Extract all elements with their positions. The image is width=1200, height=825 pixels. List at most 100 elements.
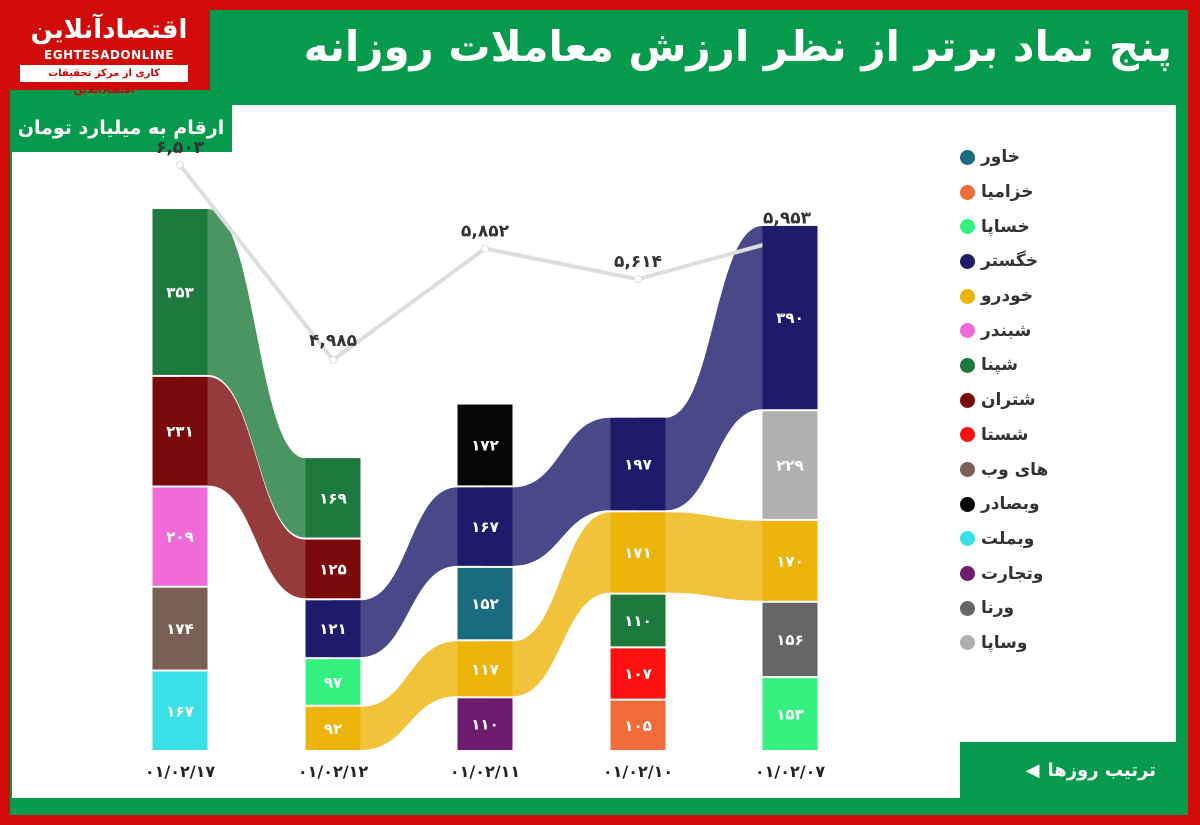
bar-value-label: ۱۷۱ <box>624 544 651 562</box>
bar-segment <box>305 458 361 538</box>
bar-segment <box>305 706 361 750</box>
bar-segment <box>610 648 666 699</box>
bar-value-label: ۱۵۶ <box>776 631 803 649</box>
bar-value-label: ۱۲۱ <box>319 620 346 638</box>
bar-segment <box>152 487 208 586</box>
legend-label: خگستر <box>981 251 1038 272</box>
legend-label: خساپا <box>981 216 1030 237</box>
flow-band <box>332 487 458 658</box>
bar-segment <box>152 376 208 486</box>
bar-value-label: ۹۷ <box>324 673 342 691</box>
order-note-label: ترتیب روزها <box>1047 759 1156 781</box>
date-label: ۰۱/۰۲/۰۷ <box>755 762 826 781</box>
bar-value-label: ۱۰۷ <box>624 665 651 683</box>
bar-segment <box>457 567 513 640</box>
bar-value-label: ۱۷۲ <box>471 436 498 454</box>
legend-item: های وب <box>960 452 1080 487</box>
legend-dot-icon <box>960 462 975 478</box>
legend-item: خگستر <box>960 244 1080 279</box>
legend-dot-icon <box>960 566 975 582</box>
flow-band <box>484 512 611 697</box>
legend-item: وبصادر <box>960 487 1080 522</box>
legend-label: خودرو <box>981 286 1033 307</box>
total-point <box>176 160 184 169</box>
total-value-label: ۵,۸۵۲ <box>461 222 510 242</box>
legend-item: شستا <box>960 418 1080 453</box>
legend-item: خودرو <box>960 279 1080 314</box>
legend-dot-icon <box>960 288 975 304</box>
bar-value-label: ۱۰۵ <box>624 717 651 735</box>
bar-value-label: ۲۲۹ <box>776 457 803 475</box>
unit-note: ارقام به میلیارد تومان <box>10 105 232 152</box>
bar-value-label: ۱۱۷ <box>471 660 498 678</box>
bar-value-label: ۳۵۳ <box>166 283 193 301</box>
legend-label: وبصادر <box>981 494 1040 515</box>
legend-item: شتران <box>960 383 1080 418</box>
total-line-group: ۶,۵۰۳ ۴,۹۸۵ ۵,۸۵۲ ۵,۶۱۴ ۵,۹۵۳ <box>156 138 812 364</box>
bar-value-label: ۲۰۹ <box>166 528 193 546</box>
legend-dot-icon <box>960 323 975 339</box>
flow-band <box>484 417 611 566</box>
legend-item: ورنا <box>960 591 1080 626</box>
bar-segment <box>457 698 513 750</box>
legend-label: ورنا <box>981 598 1015 619</box>
logo-main: اقتصادآنلاین <box>30 15 188 45</box>
bar-segment <box>762 602 818 677</box>
legend-dot-icon <box>960 600 975 616</box>
legend-dot-icon <box>960 496 975 512</box>
bar-segment <box>305 539 361 599</box>
legend-dot-icon <box>960 253 975 269</box>
bar-segment <box>152 209 208 375</box>
legend-label: شتران <box>981 390 1036 411</box>
legend-label: شپنا <box>981 355 1018 376</box>
bar-value-label: ۱۱۰ <box>471 716 498 734</box>
date-label: ۰۱/۰۲/۱۲ <box>298 762 369 781</box>
bar-segment <box>610 594 666 647</box>
logo: اقتصادآنلاین EGHTESADONLINE کاری از مرکز… <box>10 10 210 96</box>
bar-value-label: ۱۷۴ <box>166 620 193 638</box>
bar-value-label: ۱۵۳ <box>776 706 803 724</box>
total-value-label: ۵,۹۵۳ <box>763 209 812 229</box>
date-label: ۰۱/۰۲/۱۰ <box>603 762 673 781</box>
legend-dot-icon <box>960 149 975 165</box>
legend-dot-icon <box>960 357 975 373</box>
bar-segment <box>152 671 208 750</box>
bar-segment <box>762 411 818 519</box>
bar-value-label: ۱۶۹ <box>319 489 346 507</box>
legend-label: وتجارت <box>981 563 1044 584</box>
bar-segment <box>762 225 818 410</box>
bar-value-label: ۱۲۵ <box>319 560 346 578</box>
order-note: ترتیب روزها ◀ <box>960 742 1176 798</box>
flow-band <box>332 641 458 750</box>
bar-segment <box>762 520 818 601</box>
legend-dot-icon <box>960 392 975 408</box>
flows <box>179 209 763 750</box>
total-point <box>481 244 489 253</box>
legend-label: خزامیا <box>981 182 1034 203</box>
total-line <box>178 163 798 362</box>
legend: خاور خزامیا خساپا خگستر خودرو شبندر شپنا شتران ش… <box>960 140 1080 660</box>
bar-value-label: ۱۹۷ <box>624 455 651 473</box>
total-point <box>329 356 337 364</box>
flow-band <box>179 376 306 599</box>
legend-label: های وب <box>981 459 1049 480</box>
total-value-label: ۵,۶۱۴ <box>614 252 662 272</box>
legend-item: وساپا <box>960 626 1080 661</box>
bar-segment <box>457 487 513 566</box>
legend-item: شپنا <box>960 348 1080 383</box>
legend-label: شبندر <box>981 320 1032 341</box>
flow-band <box>637 225 763 511</box>
legend-item: خاور <box>960 140 1080 175</box>
total-value-label: ۶,۵۰۳ <box>156 138 205 158</box>
bar-segment <box>762 678 818 750</box>
logo-latin: EGHTESADONLINE <box>44 48 174 62</box>
legend-item: شبندر <box>960 313 1080 348</box>
flow-band <box>637 512 763 601</box>
bar-segment <box>610 512 666 593</box>
bar-value-label: ۲۳۱ <box>166 423 193 441</box>
bar-segment <box>152 587 208 670</box>
date-label: ۰۱/۰۲/۱۷ <box>145 762 216 781</box>
legend-label: وبملت <box>981 528 1035 549</box>
bar-value-label: ۱۵۲ <box>471 595 498 613</box>
